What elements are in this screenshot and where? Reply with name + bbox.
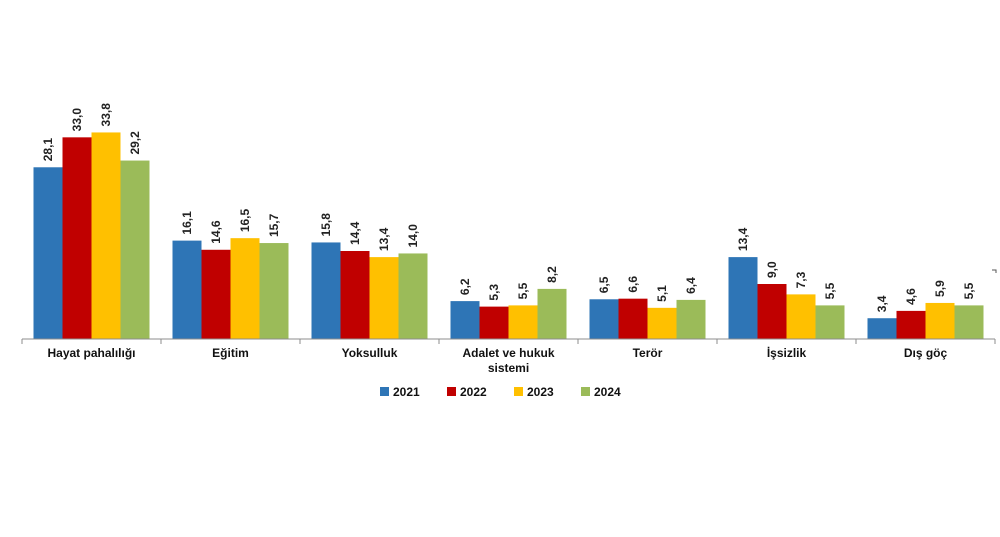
bar <box>925 302 955 339</box>
category-label: Dış göç <box>904 346 948 360</box>
bar <box>896 310 926 339</box>
value-label: 5,1 <box>655 285 669 302</box>
value-label: 13,4 <box>377 227 391 251</box>
bar <box>757 284 787 339</box>
bar <box>91 132 121 339</box>
value-label: 14,6 <box>209 220 223 244</box>
legend-item: 2024 <box>581 385 621 399</box>
value-label: 15,7 <box>267 213 281 237</box>
bar <box>676 299 706 339</box>
legend-item: 2021 <box>380 385 420 399</box>
value-label: 28,1 <box>41 138 55 162</box>
value-label: 5,3 <box>487 284 501 301</box>
legend: 2021 2022 2023 2024 <box>380 385 621 399</box>
bar <box>311 242 341 339</box>
value-label: 14,0 <box>406 224 420 248</box>
value-label: 7,3 <box>794 271 808 288</box>
legend-swatch <box>581 387 590 396</box>
value-label: 4,6 <box>904 288 918 305</box>
bar <box>589 299 619 339</box>
bar <box>786 294 816 339</box>
value-label: 6,6 <box>626 276 640 293</box>
value-label: 16,5 <box>238 208 252 232</box>
legend-label: 2023 <box>527 385 554 399</box>
value-label: 33,0 <box>70 108 84 132</box>
bar <box>450 301 480 339</box>
x-axis-ticks <box>21 339 996 344</box>
bar <box>398 253 428 339</box>
bar <box>120 160 150 339</box>
value-label: 9,0 <box>765 261 779 278</box>
legend-swatch <box>447 387 456 396</box>
value-labels-group: 28,1 33,0 33,8 29,2 16,1 14,6 16,5 15,7 15,8 14,4… <box>41 103 976 312</box>
bar <box>340 251 370 339</box>
legend-item: 2023 <box>514 385 554 399</box>
bar <box>647 307 677 339</box>
bar <box>479 306 509 339</box>
category-label: Adalet ve hukuk <box>462 346 554 360</box>
bar <box>369 257 399 339</box>
value-label: 14,4 <box>348 221 362 245</box>
bar <box>62 137 92 339</box>
legend-item: 2022 <box>447 385 487 399</box>
bar <box>508 305 538 339</box>
value-label: 8,2 <box>545 266 559 283</box>
value-label: 6,4 <box>684 277 698 294</box>
bar <box>815 305 845 339</box>
category-label: Yoksulluk <box>342 346 398 360</box>
bar <box>954 305 984 339</box>
value-label: 3,4 <box>875 295 889 312</box>
legend-label: 2021 <box>393 385 420 399</box>
value-label: 5,9 <box>933 280 947 297</box>
value-label: 6,2 <box>458 278 472 295</box>
value-label: 29,2 <box>128 131 142 155</box>
value-label: 5,5 <box>516 282 530 299</box>
legend-label: 2022 <box>460 385 487 399</box>
legend-swatch <box>514 387 523 396</box>
bar <box>201 249 231 339</box>
value-label: 5,5 <box>823 282 837 299</box>
bar <box>230 238 260 339</box>
value-label: 5,5 <box>962 282 976 299</box>
value-label: 15,8 <box>319 213 333 237</box>
value-label: 16,1 <box>180 211 194 235</box>
bar <box>867 318 897 339</box>
category-label: Terör <box>633 346 663 360</box>
corner-mark <box>992 269 997 273</box>
value-label: 13,4 <box>736 227 750 251</box>
bar <box>728 257 758 339</box>
value-label: 33,8 <box>99 103 113 127</box>
legend-swatch <box>380 387 389 396</box>
category-labels-group: Hayat pahalılığı Eğitim Yoksulluk Adalet ve… <box>47 345 947 375</box>
bar <box>259 243 289 339</box>
bar <box>537 288 567 339</box>
bar <box>618 298 648 339</box>
category-label: sistemi <box>488 361 529 375</box>
bar <box>33 167 63 339</box>
category-label: Eğitim <box>212 346 249 360</box>
legend-label: 2024 <box>594 385 621 399</box>
category-label: İşsizlik <box>767 345 807 360</box>
category-label: Hayat pahalılığı <box>47 346 135 360</box>
bar <box>172 240 202 339</box>
value-label: 6,5 <box>597 276 611 293</box>
bars-group <box>33 132 984 339</box>
